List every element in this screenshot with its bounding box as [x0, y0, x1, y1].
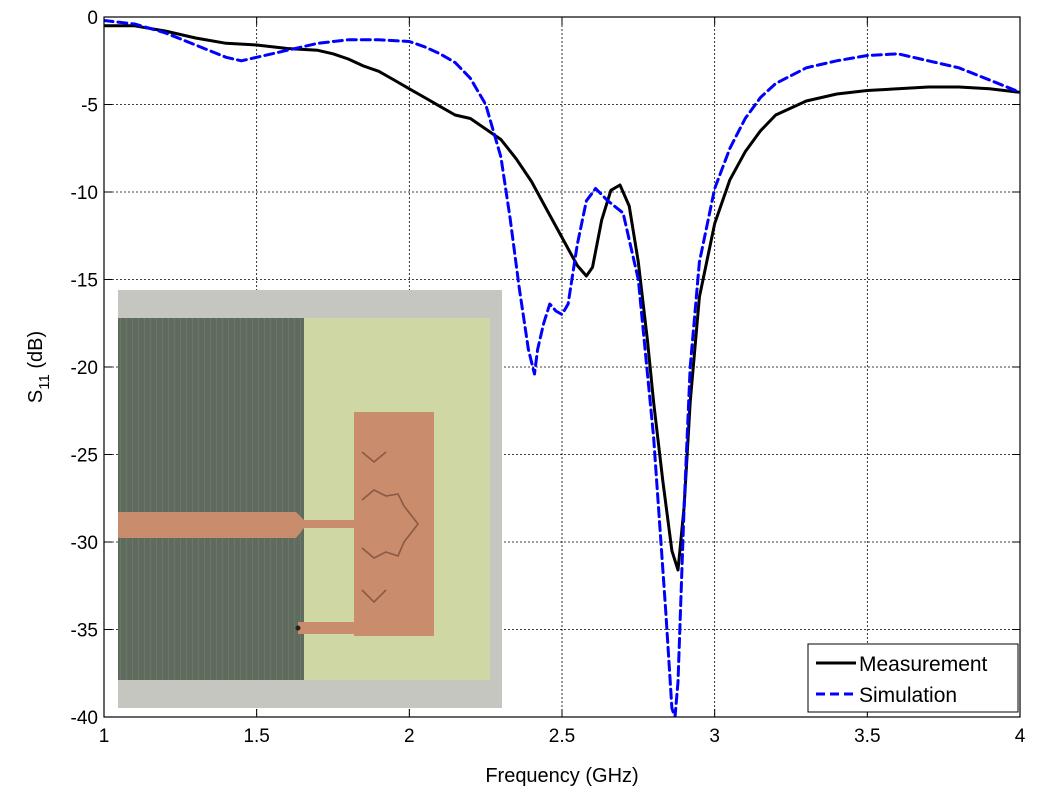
radiating-patch: [354, 412, 434, 636]
star-slot: [361, 451, 420, 604]
legend-box: [807, 643, 1019, 713]
antenna-photo-inset: [118, 290, 502, 708]
y-tick-label: -35: [71, 621, 98, 642]
x-tick-label: 3.5: [854, 726, 880, 747]
x-axis-label: Frequency (GHz): [485, 765, 638, 787]
legend: Measurement Simulation: [807, 643, 1019, 713]
y-axis-label-unit: (dB): [25, 331, 47, 374]
x-tick-label: 3: [709, 726, 720, 747]
series-line-measurement: [104, 24, 1020, 572]
y-tick-label: -40: [71, 708, 98, 729]
y-tick-label: -15: [71, 271, 98, 292]
y-axis-label-subscript: 11: [36, 374, 53, 390]
y-tick-label: -5: [81, 96, 98, 117]
y-tick-label: -25: [71, 446, 98, 467]
legend-label-measurement: Measurement: [859, 653, 988, 676]
axis-ticks: 1 1.5 2 2.5 3 3.5 4 0 -5 -10 -15 -20 -25 -30 -35 -40: [71, 8, 1026, 747]
x-tick-label: 2.5: [549, 726, 575, 747]
x-tick-label: 2: [404, 726, 415, 747]
y-tick-label: 0: [87, 8, 98, 29]
ground-stub: [298, 622, 358, 634]
x-tick-label: 1: [99, 726, 110, 747]
y-tick-label: -30: [71, 533, 98, 554]
legend-label-simulation: Simulation: [859, 684, 957, 707]
x-tick-label: 1.5: [243, 726, 269, 747]
y-tick-label: -10: [71, 183, 98, 204]
y-axis-label: S11 (dB): [25, 331, 53, 403]
y-tick-label: -20: [71, 358, 98, 379]
series-layer: [104, 19, 1020, 717]
x-tick-label: 4: [1015, 726, 1026, 747]
series-line-simulation: [104, 19, 1020, 717]
ground-plane-region: [118, 318, 304, 680]
via-hole: [295, 625, 301, 631]
microstrip-feed: [118, 512, 356, 538]
y-axis-label-main: S: [25, 390, 47, 403]
